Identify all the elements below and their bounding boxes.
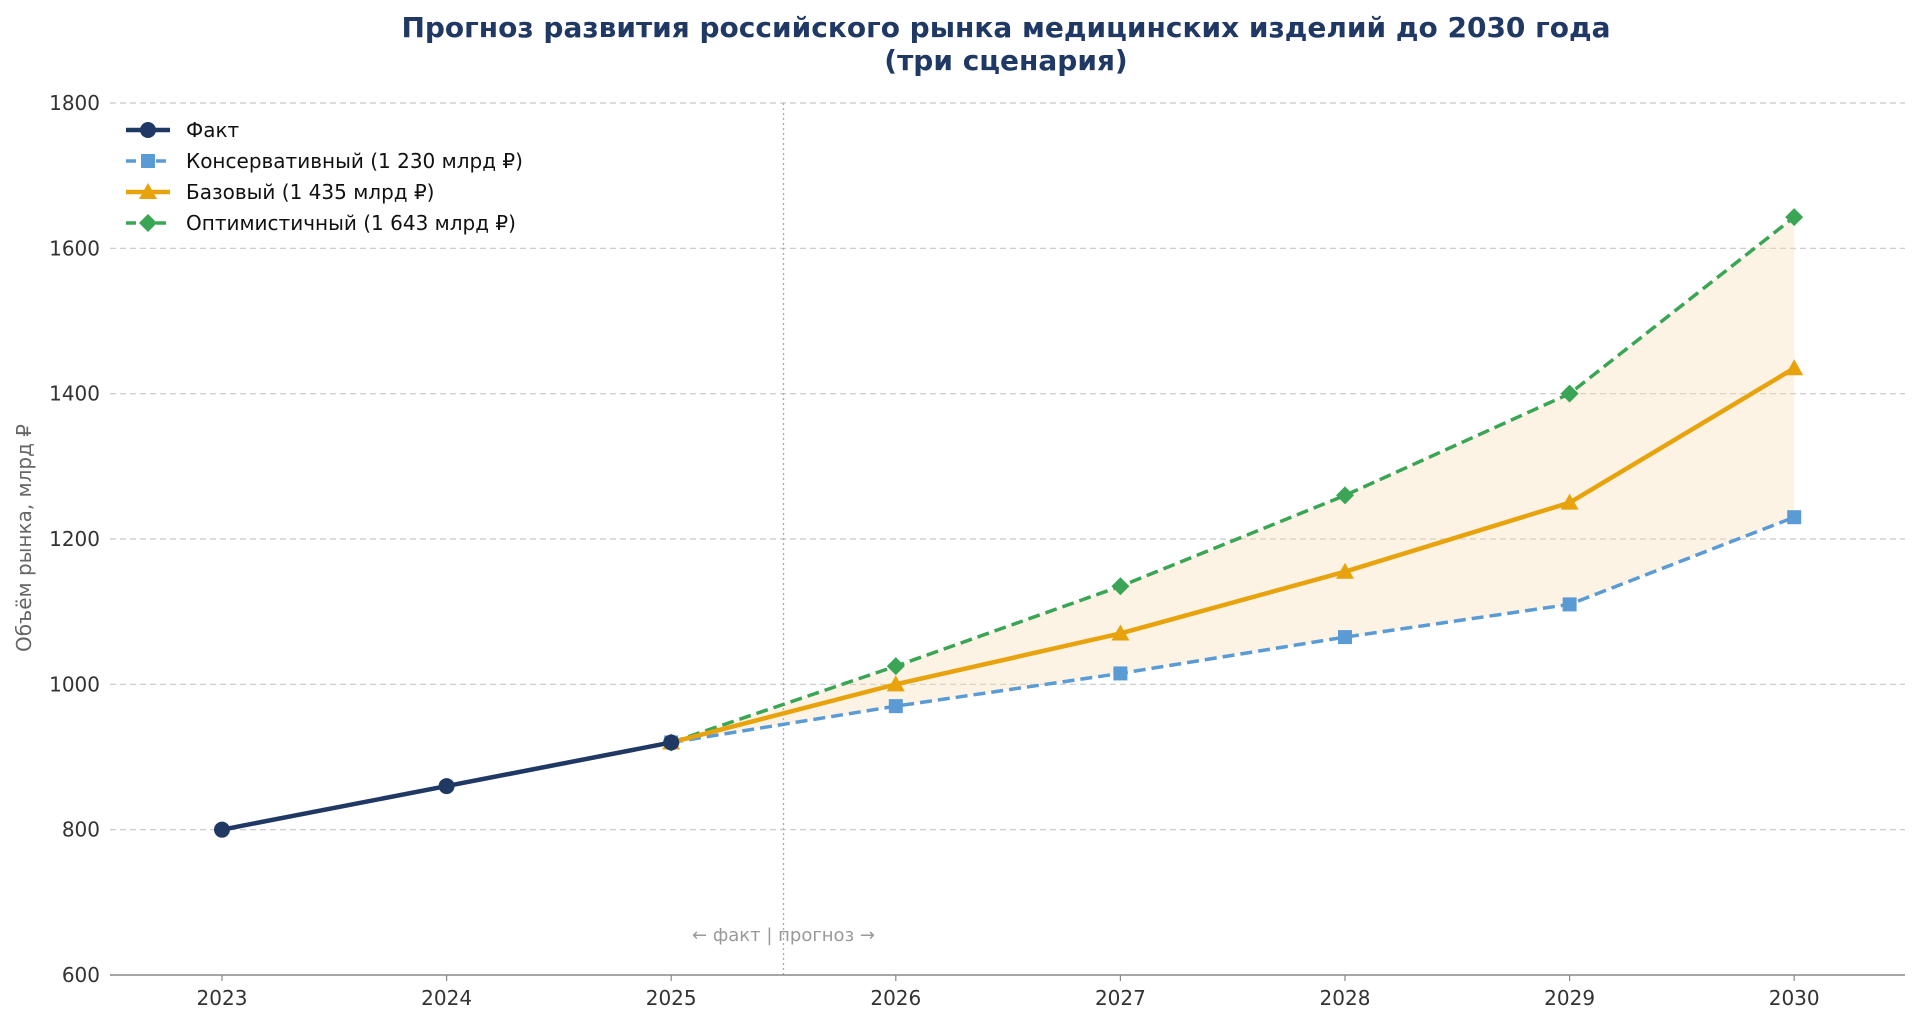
data-point-3-2026 [886,657,905,676]
data-point-3-2029 [1560,384,1579,403]
legend-label-1: Консервативный (1 230 млрд ₽) [186,149,523,173]
data-point-2-2026 [886,675,905,692]
data-point-2-2028 [1336,562,1354,579]
series-line-2 [670,366,1796,745]
y-tick-label-1800: 1800 [49,91,100,115]
scenario-range-band [671,217,1795,743]
series-line-3 [670,215,1796,745]
data-point-1-2030 [1787,510,1802,525]
y-tick-label-1400: 1400 [49,382,100,406]
chart-title-line1: Прогноз развития российского рынка медиц… [401,11,1610,44]
x-tick-label-2029: 2029 [1544,986,1595,1010]
data-point-1-2027 [1113,666,1128,681]
grid-layer [110,102,1905,831]
data-point-3-2027 [1111,577,1130,596]
x-tick-label-2024: 2024 [421,986,472,1010]
data-point-2-2030 [1785,359,1804,376]
x-tick-label-2027: 2027 [1095,986,1146,1010]
y-tick-label-1600: 1600 [49,236,100,260]
series-layer [214,208,1804,838]
data-point-0-2024 [438,778,455,795]
y-tick-label-800: 800 [62,818,100,842]
data-point-0-2023 [214,821,230,838]
data-point-2-2027 [1111,624,1130,641]
y-tick-label-1200: 1200 [49,527,100,551]
x-tick-label-2025: 2025 [646,986,697,1010]
y-tick-label-600: 600 [62,963,100,987]
data-point-1-2029 [1562,597,1577,612]
chart-title-line2: (три сценария) [884,44,1127,77]
legend-marker-2 [139,183,157,199]
data-point-0-2025 [663,734,680,751]
x-tick-label-2028: 2028 [1320,986,1371,1010]
x-tick-label-2023: 2023 [197,986,248,1010]
legend-label-2: Базовый (1 435 млрд ₽) [186,180,434,204]
legend-label-3: Оптимистичный (1 643 млрд ₽) [186,211,516,235]
series-3 [662,208,1804,752]
axis-layer: 600 800 1000 1200 1400 1600 1800 2023 2024 2025 20… [49,91,1905,1010]
series-line-1 [670,515,1795,745]
y-axis-label: Объём рынка, млрд ₽ [12,424,36,652]
data-point-1-2028 [1338,630,1352,645]
data-point-1-2026 [888,699,903,714]
series-0 [214,734,680,838]
band-layer [671,217,1795,743]
x-tick-label-2026: 2026 [870,986,921,1010]
legend-marker-0 [140,122,156,138]
fact-forecast-annotation: ← факт | прогноз → [692,925,875,946]
x-tick-label-2030: 2030 [1769,986,1820,1010]
legend: Факт Консервативный (1 230 млрд ₽) Базовый… [126,118,523,235]
data-point-3-2030 [1785,208,1804,227]
legend-marker-3 [139,214,157,232]
y-tick-label-1000: 1000 [49,672,100,696]
legend-marker-1 [141,154,155,168]
data-point-2-2029 [1560,493,1579,510]
data-point-3-2028 [1336,486,1354,505]
legend-label-0: Факт [186,118,240,142]
